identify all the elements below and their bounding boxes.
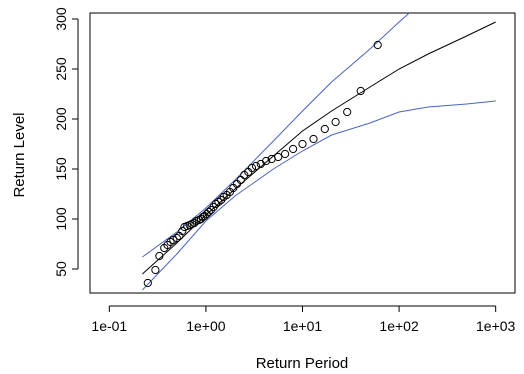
data-point xyxy=(214,197,223,207)
data-point xyxy=(320,124,329,134)
data-point xyxy=(155,251,164,261)
x-tick-label: 1e+03 xyxy=(476,318,516,334)
data-point xyxy=(356,86,365,96)
points-layer xyxy=(143,40,382,288)
data-point xyxy=(343,107,352,117)
x-tick-label: 1e+02 xyxy=(379,318,419,334)
data-point xyxy=(281,149,290,159)
y-tick-label: 200 xyxy=(53,107,69,131)
confidence-band-2 xyxy=(142,100,496,291)
y-tick-label: 300 xyxy=(53,7,69,31)
data-point xyxy=(331,117,340,127)
y-tick-label: 50 xyxy=(53,261,69,277)
data-point xyxy=(298,139,307,149)
curves-layer xyxy=(142,13,496,291)
x-tick-label: 1e-01 xyxy=(91,318,127,334)
confidence-band-1 xyxy=(142,13,411,258)
estimate-curve xyxy=(142,21,496,275)
plot-frame xyxy=(89,12,516,294)
data-point xyxy=(262,156,271,166)
data-point xyxy=(373,40,382,50)
data-point xyxy=(178,226,187,236)
y-tick-label: 150 xyxy=(53,157,69,181)
data-point xyxy=(166,237,175,247)
data-point xyxy=(172,233,181,243)
axes-layer: 1e-01 1e+00 1e+01 1e+02 1e+03 50 100 150 200 250 3… xyxy=(53,7,516,334)
x-axis-title: Return Period xyxy=(256,355,349,372)
data-point xyxy=(204,207,213,217)
x-tick-label: 1e+00 xyxy=(186,318,226,334)
data-point xyxy=(251,161,261,171)
y-tick-label: 100 xyxy=(53,207,69,231)
y-tick-label: 250 xyxy=(53,57,69,81)
data-point xyxy=(211,199,220,209)
data-point xyxy=(206,205,216,215)
data-point xyxy=(163,240,172,250)
data-point xyxy=(151,265,160,275)
data-point xyxy=(274,152,283,162)
data-point xyxy=(247,163,257,173)
data-point xyxy=(289,144,298,154)
data-point xyxy=(143,278,152,288)
x-tick-label: 1e+01 xyxy=(283,318,323,334)
y-axis-title: Return Level xyxy=(11,112,28,197)
data-point xyxy=(309,134,318,144)
